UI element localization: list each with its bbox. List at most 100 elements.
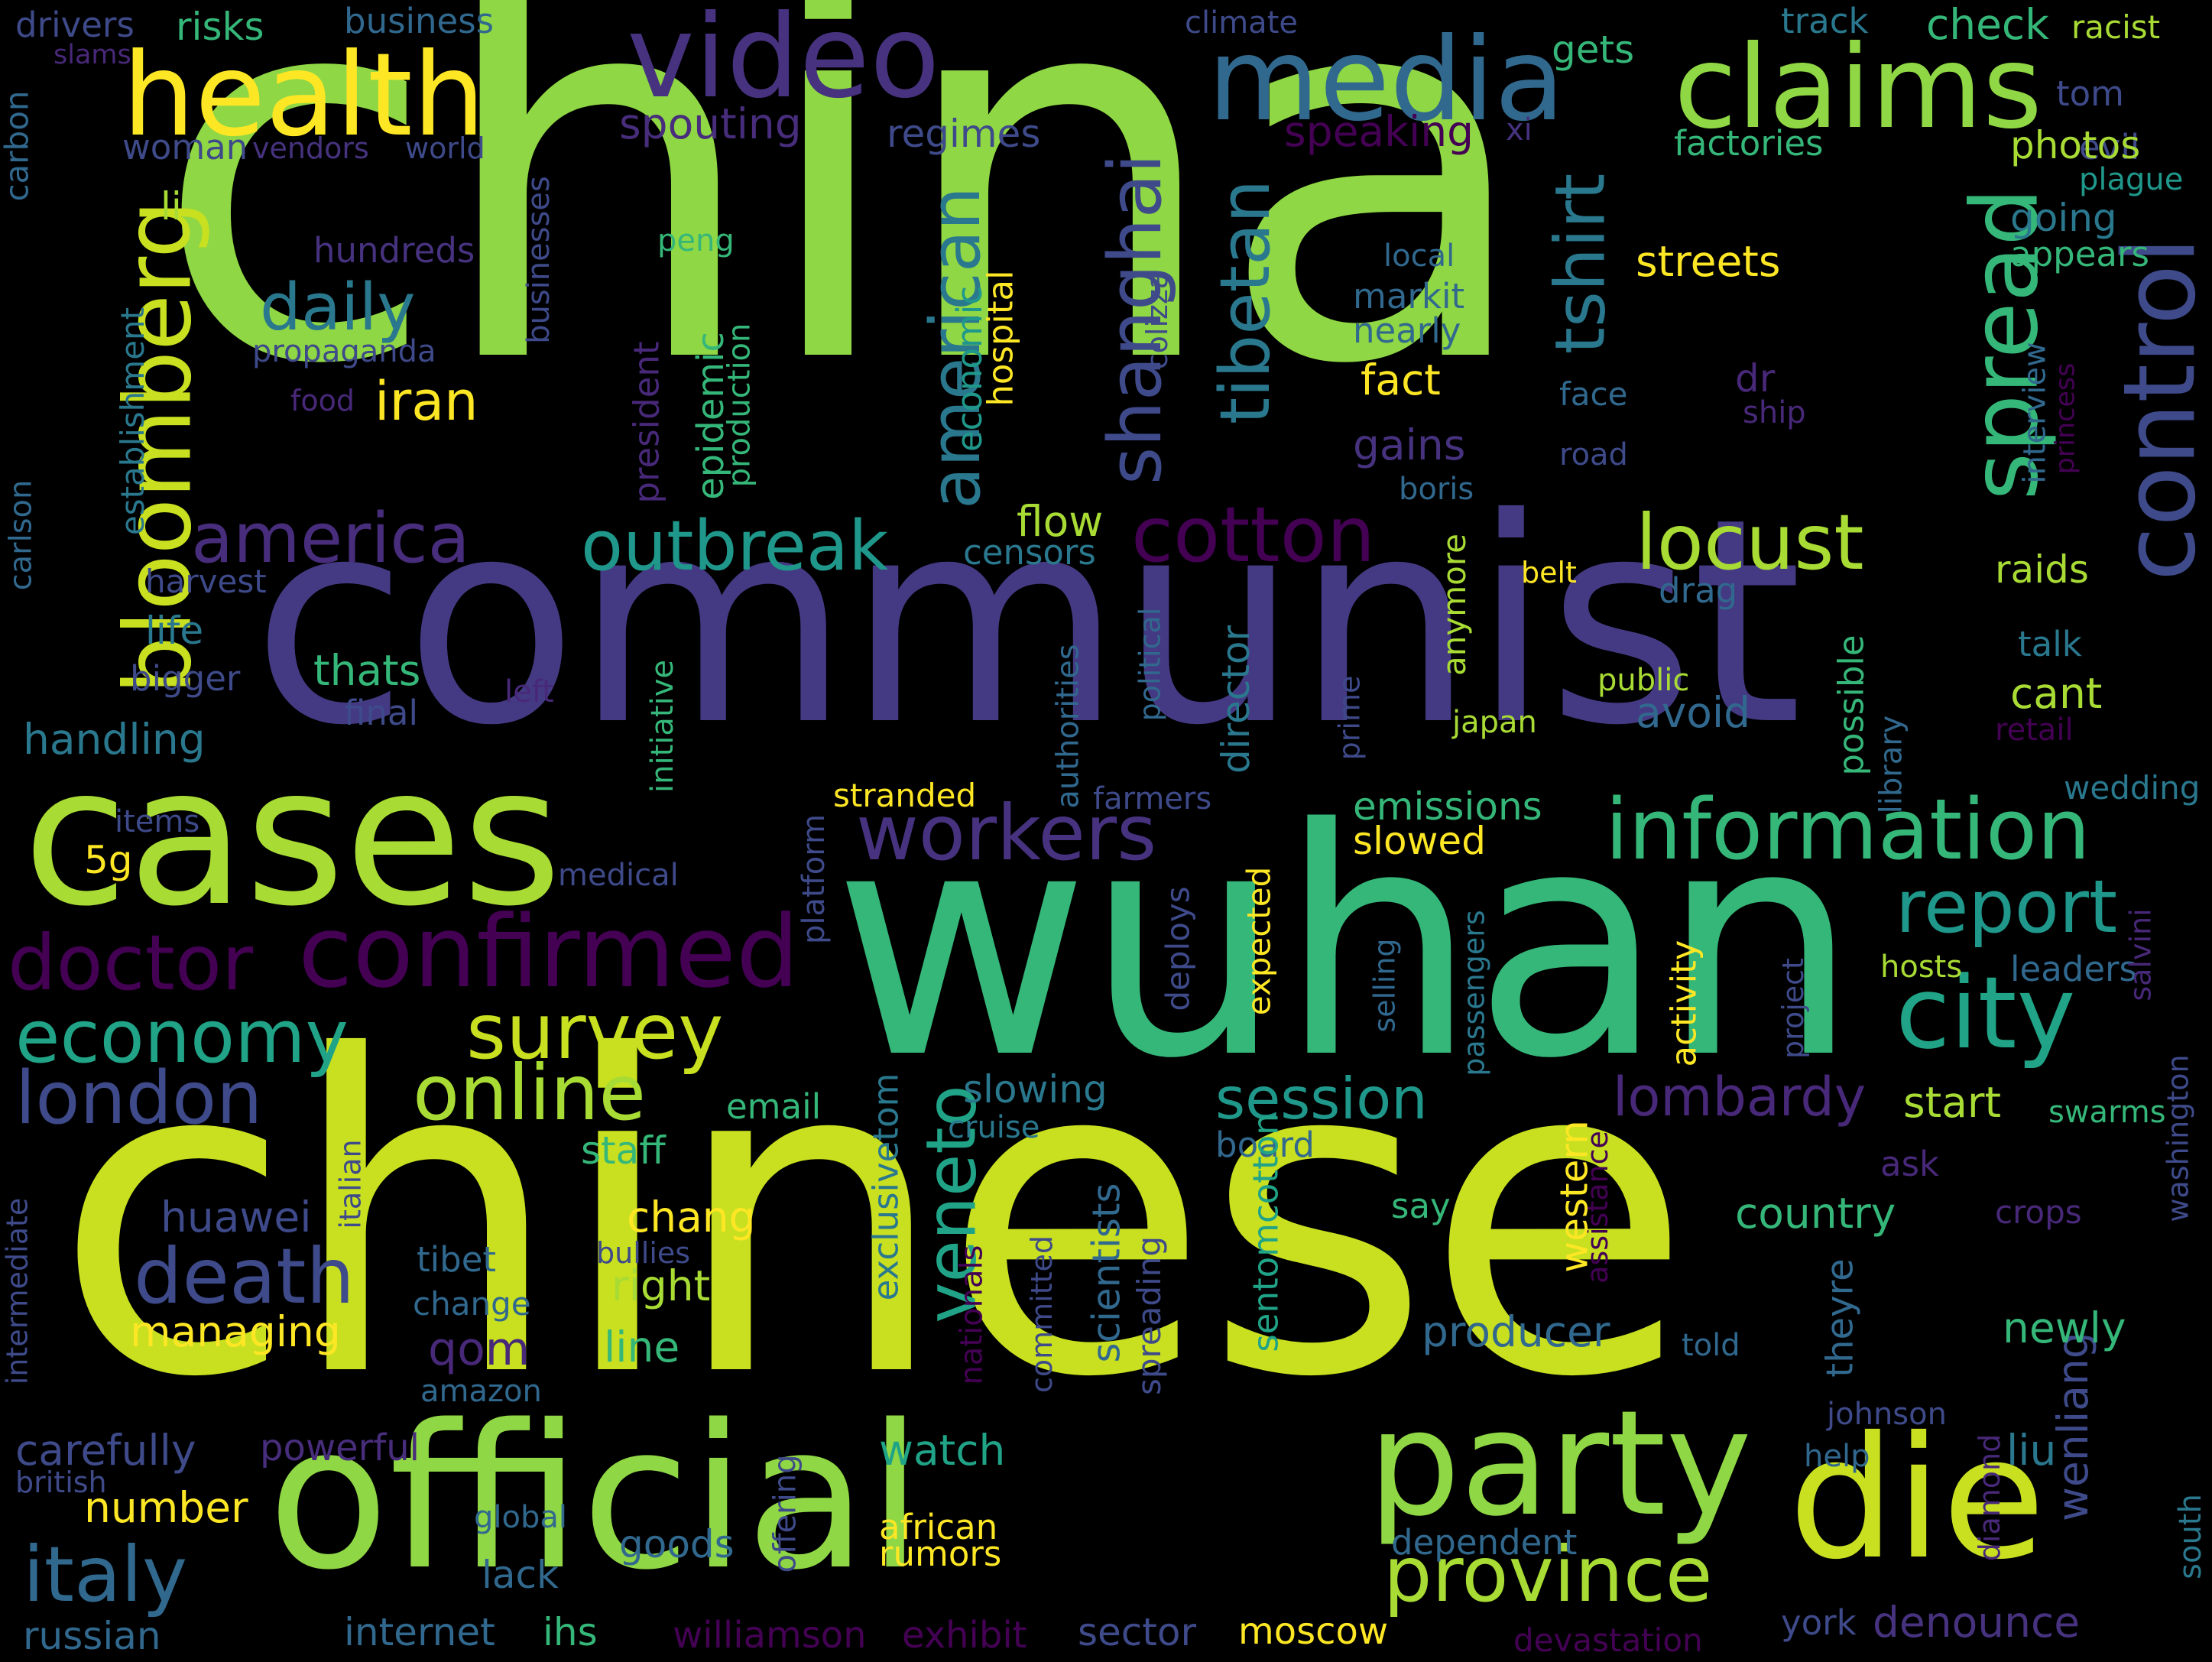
word-african: african — [879, 1507, 998, 1547]
word-streets: streets — [1636, 237, 1781, 286]
word-prime: prime — [1332, 675, 1367, 761]
word-diamond: diamond — [1973, 1433, 2007, 1562]
word-fact: fact — [1361, 355, 1441, 404]
word-peng: peng — [657, 223, 735, 258]
word-medical: medical — [558, 858, 679, 893]
word-hosts: hosts — [1880, 949, 1963, 985]
word-carbon: carbon — [0, 90, 36, 202]
word-wedding: wedding — [2064, 769, 2201, 807]
word-committed: committed — [1025, 1235, 1059, 1394]
word-told: told — [1682, 1328, 1740, 1363]
word-russian: russian — [23, 1614, 161, 1658]
word-america: america — [191, 498, 470, 579]
word-hundreds: hundreds — [313, 230, 475, 271]
word-huawei: huawei — [161, 1193, 312, 1242]
word-email: email — [726, 1086, 822, 1127]
word-change: change — [413, 1285, 531, 1323]
word-businesses: businesses — [521, 176, 556, 344]
word-woman: woman — [122, 127, 248, 167]
word-check: check — [1926, 0, 2050, 49]
word-italian: italian — [333, 1139, 368, 1229]
word-carlson: carlson — [3, 479, 39, 591]
word-moscow: moscow — [1238, 1610, 1389, 1653]
word-avoid: avoid — [1636, 688, 1751, 737]
word-scientists: scientists — [1084, 1183, 1129, 1363]
word-british: british — [15, 1466, 107, 1499]
word-markit: markit — [1353, 276, 1465, 316]
word-censors: censors — [963, 532, 1096, 573]
word-offering: offering — [767, 1454, 803, 1573]
word-powerful: powerful — [260, 1427, 420, 1469]
word-retail: retail — [1995, 713, 2074, 748]
word-qom: qom — [428, 1323, 530, 1376]
word-library: library — [1873, 715, 1909, 814]
word-hospital: hospital — [980, 270, 1021, 407]
word-country: country — [1735, 1189, 1896, 1238]
word-western: western — [1552, 1120, 1597, 1273]
word-xi: xi — [1506, 112, 1533, 148]
word-south: south — [2172, 1494, 2208, 1579]
word-party: party — [1368, 1379, 1753, 1548]
word-board: board — [1215, 1125, 1315, 1165]
word-initiative: initiative — [644, 660, 680, 793]
word-slowed: slowed — [1353, 819, 1486, 863]
word-dependent: dependent — [1391, 1522, 1578, 1563]
word-bullies: bullies — [596, 1236, 691, 1270]
word-devastation: devastation — [1513, 1621, 1703, 1659]
word-ship: ship — [1743, 395, 1806, 430]
word-thats: thats — [313, 646, 421, 695]
word-johnson: johnson — [1827, 1397, 1947, 1432]
word-anymore: anymore — [1435, 533, 1474, 677]
word-ihs: ihs — [543, 1610, 598, 1654]
word-wuhan: wuhan — [833, 761, 1859, 1127]
word-washington: washington — [2161, 1054, 2195, 1222]
word-cotton: cotton — [1131, 490, 1376, 579]
word-drag: drag — [1659, 570, 1738, 611]
word-say: say — [1391, 1186, 1451, 1226]
word-lombardy: lombardy — [1613, 1066, 1867, 1128]
word-chang: chang — [627, 1193, 756, 1242]
word-online: online — [413, 1048, 647, 1138]
word-exhibit: exhibit — [902, 1614, 1027, 1657]
word-right: right — [611, 1261, 711, 1310]
word-die: die — [1789, 1401, 2046, 1596]
word-japan: japan — [1452, 705, 1537, 740]
word-rumors: rumors — [879, 1534, 1002, 1574]
word-newly: newly — [2003, 1303, 2126, 1352]
word-world: world — [405, 131, 485, 165]
word-city: city — [1896, 955, 2076, 1071]
word-harvest: harvest — [145, 563, 267, 600]
word-daily: daily — [260, 270, 416, 346]
word-goods: goods — [619, 1522, 735, 1566]
word-cruise: cruise — [948, 1110, 1040, 1145]
word-tom: tom — [2056, 73, 2125, 114]
word-items: items — [115, 804, 200, 839]
word-vendors: vendors — [252, 131, 369, 165]
word-sector: sector — [1078, 1610, 1197, 1654]
word-project: project — [1776, 958, 1810, 1059]
word-5g: 5g — [84, 838, 133, 882]
word-colizza: colizza — [1140, 271, 1175, 370]
word-claims: claims — [1674, 21, 2043, 154]
word-climate: climate — [1185, 5, 1298, 41]
word-activity: activity — [1663, 940, 1704, 1067]
word-left: left — [504, 674, 554, 709]
word-life: life — [145, 609, 204, 653]
word-possible: possible — [1831, 635, 1872, 776]
word-nearly: nearly — [1353, 310, 1461, 351]
word-exclusivetom: exclusivetom — [865, 1073, 907, 1301]
word-boris: boris — [1399, 472, 1474, 507]
word-york: york — [1781, 1602, 1857, 1643]
word-passengers: passengers — [1457, 910, 1491, 1076]
word-confirmed: confirmed — [298, 894, 799, 1010]
word-slams: slams — [54, 40, 131, 70]
word-handling: handling — [23, 715, 206, 764]
word-death: death — [134, 1232, 355, 1321]
word-speaking: speaking — [1284, 107, 1474, 156]
word-crops: crops — [1995, 1193, 2082, 1231]
word-carefully: carefully — [15, 1426, 196, 1475]
word-princess: princess — [2050, 362, 2081, 475]
word-outbreak: outbreak — [581, 506, 889, 586]
word-interview: interview — [2017, 342, 2053, 484]
